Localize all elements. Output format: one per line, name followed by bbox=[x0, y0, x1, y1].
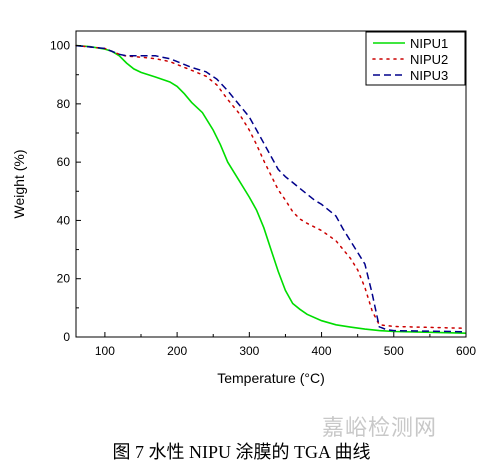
x-tick-label: 400 bbox=[312, 344, 332, 358]
series-line-nipu1 bbox=[75, 44, 467, 334]
x-tick-label: 500 bbox=[384, 344, 404, 358]
x-tick-label: 300 bbox=[239, 344, 259, 358]
y-tick-label: 0 bbox=[63, 330, 70, 344]
plot-lines bbox=[75, 44, 467, 334]
y-tick-label: 80 bbox=[57, 97, 71, 111]
plot-frame bbox=[75, 30, 467, 338]
legend-label-nipu3: NIPU3 bbox=[410, 68, 448, 83]
y-axis-title: Weight (%) bbox=[11, 150, 27, 219]
legend-label-nipu2: NIPU2 bbox=[410, 52, 448, 67]
axis-ticks bbox=[76, 45, 467, 338]
x-axis-title: Temperature (°C) bbox=[217, 370, 325, 386]
y-tick-label: 20 bbox=[57, 272, 71, 286]
y-tick-label: 60 bbox=[57, 155, 71, 169]
axis-tick-labels: 100 200 300 400 500 600 0 20 40 60 80 100 bbox=[50, 39, 476, 358]
watermark-text: 嘉峪检测网 bbox=[322, 416, 438, 441]
x-tick-label: 200 bbox=[167, 344, 187, 358]
legend-label-nipu1: NIPU1 bbox=[410, 36, 448, 51]
y-tick-label: 40 bbox=[57, 213, 71, 227]
series-line-nipu2 bbox=[75, 44, 467, 330]
y-tick-label: 100 bbox=[50, 39, 70, 53]
figure-caption: 图 7 水性 NIPU 涂膜的 TGA 曲线 bbox=[112, 442, 371, 462]
x-tick-label: 100 bbox=[95, 344, 115, 358]
series-line-nipu3 bbox=[75, 44, 467, 333]
x-tick-label: 600 bbox=[456, 344, 476, 358]
